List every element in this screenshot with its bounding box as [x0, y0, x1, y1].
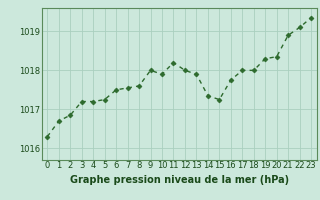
X-axis label: Graphe pression niveau de la mer (hPa): Graphe pression niveau de la mer (hPa) [70, 175, 289, 185]
